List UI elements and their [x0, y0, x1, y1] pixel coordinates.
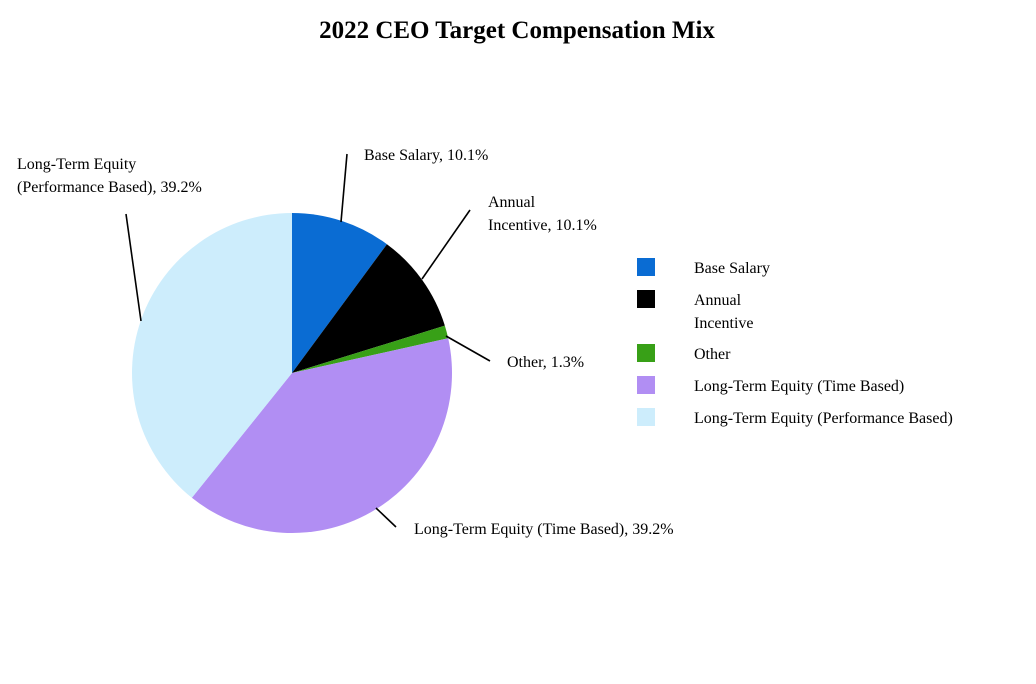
leader-line-other [445, 335, 491, 362]
legend-swatch-long-term-equity-time-based [637, 376, 655, 394]
legend-label-other: Other [694, 346, 731, 363]
leader-line-base-salary [340, 153, 348, 223]
legend-label-base-salary: Base Salary [694, 260, 770, 277]
pie-slice-long-term-equity-performance-based [132, 213, 292, 498]
data-label-annual-incentive: Annual Incentive, 10.1% [488, 194, 597, 234]
pie-slice-long-term-equity-time-based [191, 338, 452, 533]
legend-label-long-term-equity-performance-based: Long-Term Equity (Performance Based) [694, 410, 953, 427]
pie-slice-base-salary [292, 213, 387, 373]
pie-slice-annual-incentive [292, 244, 445, 373]
data-label-other: Other, 1.3% [507, 354, 584, 371]
data-label-base-salary: Base Salary, 10.1% [364, 147, 488, 164]
data-label-long-term-equity-time-based: Long-Term Equity (Time Based), 39.2% [414, 521, 674, 538]
legend-swatch-other [637, 344, 655, 362]
leader-line-annual-incentive [421, 209, 471, 280]
legend-swatch-annual-incentive [637, 290, 655, 308]
leader-line-long-term-equity-time-based [375, 507, 397, 528]
leader-line-long-term-equity-performance-based [125, 213, 142, 322]
legend: Base Salary Annual Incentive Other Long-Term… [637, 258, 953, 427]
slice-labels: Base Salary, 10.1% Annual Incentive, 10.1%… [17, 147, 674, 538]
legend-swatch-long-term-equity-performance-based [637, 408, 655, 426]
pie-slice-other [292, 325, 449, 373]
legend-swatch-base-salary [637, 258, 655, 276]
data-label-long-term-equity-performance-based: Long-Term Equity (Performance Based), 39.… [17, 156, 202, 196]
pie-slices [132, 213, 452, 533]
legend-label-long-term-equity-time-based: Long-Term Equity (Time Based) [694, 378, 904, 395]
legend-label-annual-incentive: Annual Incentive [694, 292, 754, 332]
chart-title: 2022 CEO Target Compensation Mix [319, 17, 715, 44]
